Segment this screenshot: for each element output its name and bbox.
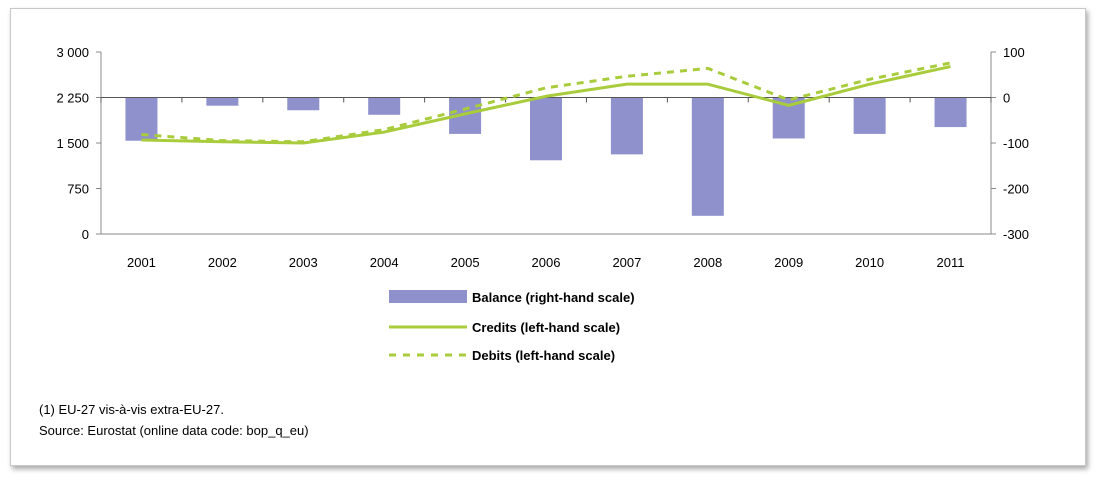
category-label: 2002 — [208, 255, 237, 270]
chart-notes: (1) EU-27 vis-à-vis extra-EU-27. Source:… — [39, 399, 309, 441]
category-label: 2005 — [451, 255, 480, 270]
footnote: (1) EU-27 vis-à-vis extra-EU-27. — [39, 402, 224, 417]
category-label: 2009 — [774, 255, 803, 270]
category-label: 2007 — [612, 255, 641, 270]
right-tick-label: -300 — [1003, 227, 1029, 242]
left-tick-label: 0 — [82, 227, 89, 242]
balance-bar — [287, 97, 320, 111]
legend-balance-label: Balance (right-hand scale) — [472, 290, 635, 305]
debits-line — [141, 61, 951, 144]
source-note: Source: Eurostat (online data code: bop_… — [39, 423, 309, 438]
category-label: 2001 — [127, 255, 156, 270]
combo-chart: 0 750 1 500 2 250 3 000 -300 -200 -100 0 100 2001 2… — [56, 45, 1029, 363]
left-tick-label: 1 500 — [56, 136, 89, 151]
left-tick-label: 2 250 — [56, 91, 89, 106]
right-tick-label: 100 — [1003, 45, 1025, 60]
left-tick-label: 750 — [67, 182, 89, 197]
category-label: 2006 — [532, 255, 561, 270]
chart-frame: 0 750 1 500 2 250 3 000 -300 -200 -100 0 100 2001 2… — [10, 8, 1086, 466]
balance-bar — [934, 97, 967, 128]
legend-debits-label: Debits (left-hand scale) — [472, 348, 615, 363]
right-tick-label: -100 — [1003, 136, 1029, 151]
balance-bar — [530, 97, 562, 161]
legend-balance-swatch — [389, 290, 467, 303]
balance-bar — [125, 97, 158, 141]
balance-bar — [853, 97, 886, 134]
category-label: 2010 — [855, 255, 884, 270]
balance-bar — [368, 97, 401, 115]
category-label: 2011 — [937, 255, 965, 270]
legend-credits-label: Credits (left-hand scale) — [472, 320, 620, 335]
balance-bar — [206, 97, 239, 106]
left-tick-label: 3 000 — [56, 45, 89, 60]
balance-bar — [610, 97, 643, 155]
right-tick-label: -200 — [1003, 182, 1029, 197]
right-tick-label: 0 — [1003, 91, 1010, 106]
category-label: 2003 — [289, 255, 318, 270]
category-label: 2008 — [693, 255, 722, 270]
category-label: 2004 — [370, 255, 399, 270]
balance-bar — [691, 97, 724, 216]
